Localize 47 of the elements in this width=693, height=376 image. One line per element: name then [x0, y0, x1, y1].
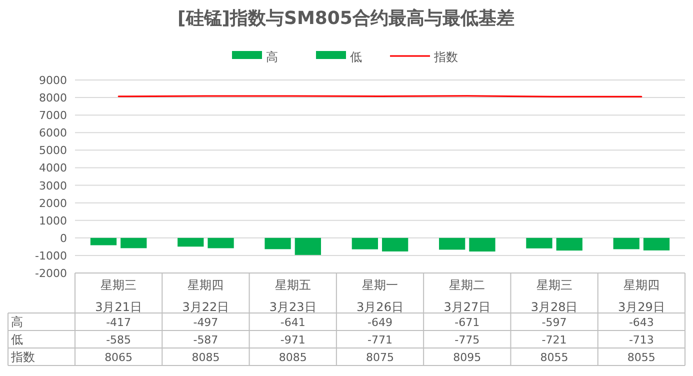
x-tick-label: 星期五 3月23日 — [269, 278, 316, 314]
data-label: -641 — [280, 316, 306, 329]
y-tick-label: 3000 — [39, 179, 67, 192]
x-tick-label: 星期四 3月29日 — [618, 278, 665, 314]
legend-label: 指数 — [433, 50, 458, 64]
x-tick-label: 星期四 3月22日 — [182, 278, 230, 314]
y-tick-label: 4000 — [39, 162, 67, 175]
y-tick-label: 0 — [60, 232, 67, 245]
data-label: 8055 — [540, 351, 568, 364]
data-label: -643 — [628, 316, 654, 329]
data-label: -771 — [368, 334, 392, 346]
x-tick-label: 星期三 3月28日 — [530, 278, 578, 314]
y-tick-label: 1000 — [39, 214, 67, 228]
data-label: -597 — [542, 316, 567, 329]
x-tick-label: 星期二 3月27日 — [444, 278, 491, 314]
y-tick-label: 5000 — [39, 144, 67, 158]
data-label: -971 — [280, 334, 306, 346]
data-label: -671 — [454, 316, 480, 329]
data-label: -587 — [193, 334, 218, 346]
data-label: -497 — [193, 316, 218, 329]
x-tick-label: 星期三 3月21日 — [95, 278, 142, 314]
y-tick-label: 7000 — [39, 109, 67, 122]
x-tick-label: 星期一 3月26日 — [356, 278, 404, 314]
data-label: 8085 — [192, 351, 220, 364]
data-label: 8055 — [627, 351, 656, 364]
data-label: -775 — [454, 334, 480, 346]
data-label: -649 — [368, 316, 392, 329]
y-tick-label: -1000 — [35, 249, 67, 262]
data-label: 8065 — [104, 351, 133, 364]
y-tick-label: 9000 — [39, 74, 67, 87]
data-label: -417 — [106, 316, 132, 329]
y-tick-label: 2000 — [39, 196, 67, 210]
y-tick-label: 6000 — [39, 126, 67, 140]
legend-label: 低 — [350, 50, 362, 64]
y-tick-label: 8000 — [39, 92, 67, 105]
text: 指数 — [11, 350, 35, 364]
data-label: -585 — [106, 334, 132, 346]
data-label: -713 — [628, 334, 654, 346]
data-label: 8095 — [453, 351, 482, 364]
data-label: 8075 — [366, 351, 394, 364]
y-tick-label: -2000 — [35, 267, 67, 280]
data-label: 8085 — [278, 351, 307, 364]
text: 低 — [11, 332, 23, 346]
legend-label: 高 — [266, 50, 278, 64]
chart-title: [硅锰]指数与SM805合约最高与最低基差 — [178, 8, 514, 29]
text: 高 — [11, 315, 23, 329]
data-label: -721 — [542, 334, 567, 346]
